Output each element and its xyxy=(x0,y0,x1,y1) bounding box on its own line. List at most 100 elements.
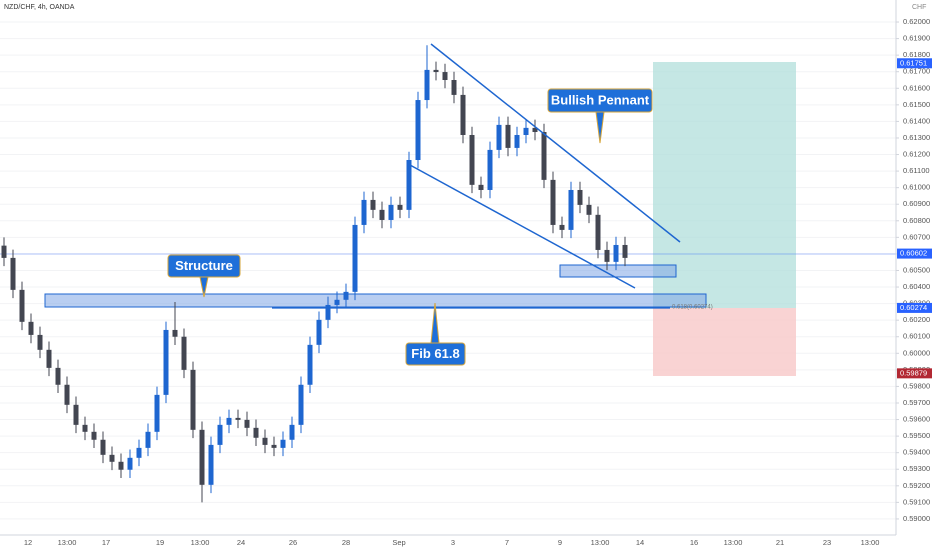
y-tick-label: 0.60100 xyxy=(903,332,930,341)
x-tick-label: 9 xyxy=(558,538,562,547)
price-label-box xyxy=(897,248,932,259)
y-tick-label: 0.60700 xyxy=(903,232,930,241)
x-tick-label: 14 xyxy=(636,538,644,547)
y-tick-label: 0.61400 xyxy=(903,116,930,125)
candle-body xyxy=(172,329,178,337)
candle-body xyxy=(334,299,340,305)
candle-body xyxy=(361,199,367,225)
x-tick-label: 21 xyxy=(776,538,784,547)
candle-body xyxy=(217,424,223,445)
candle-body xyxy=(559,224,565,230)
y-tick-label: 0.59200 xyxy=(903,481,930,490)
x-tick-label: 23 xyxy=(823,538,831,547)
candle-body xyxy=(55,367,61,385)
y-tick-label: 0.61800 xyxy=(903,50,930,59)
candle-body xyxy=(586,204,592,215)
candle-body xyxy=(352,224,358,292)
candle-body xyxy=(37,334,43,350)
callout-text: Fib 61.8 xyxy=(411,346,459,361)
candle-body xyxy=(433,69,439,73)
x-tick-label: 28 xyxy=(342,538,350,547)
candle-body xyxy=(73,404,79,425)
candle-body xyxy=(244,419,250,428)
candle-body xyxy=(145,431,151,448)
pennant-lower xyxy=(409,164,636,289)
y-tick-label: 0.60000 xyxy=(903,348,930,357)
y-tick-label: 0.59100 xyxy=(903,497,930,506)
fib-label: 0.618(0.60274) xyxy=(672,305,713,311)
candle-body xyxy=(235,417,241,420)
candle-body xyxy=(118,461,124,470)
y-tick-label: 0.61000 xyxy=(903,183,930,192)
candle-body xyxy=(82,424,88,432)
x-tick-label: 24 xyxy=(237,538,245,547)
x-tick-label: 3 xyxy=(451,538,455,547)
y-tick-label: 0.59000 xyxy=(903,514,930,523)
candle-body xyxy=(505,124,511,148)
candle-body xyxy=(577,189,583,205)
target-zone xyxy=(653,62,796,308)
y-tick-label: 0.61900 xyxy=(903,34,930,43)
x-tick-label: 13:00 xyxy=(58,538,77,547)
candle-body xyxy=(451,80,457,95)
candle-body xyxy=(523,127,529,135)
callout-box xyxy=(547,88,653,113)
callout: Bullish Pennant xyxy=(547,88,653,144)
x-tick-label: 19 xyxy=(156,538,164,547)
candle-body xyxy=(604,249,610,262)
callout-text: Structure xyxy=(175,258,233,273)
price-axis xyxy=(896,0,932,550)
candle-body xyxy=(316,319,322,345)
price-label-box xyxy=(897,302,932,313)
candle-body xyxy=(181,336,187,370)
callout: Structure xyxy=(167,254,241,298)
candle-body xyxy=(370,199,376,210)
price-label-box xyxy=(897,368,932,379)
time-axis xyxy=(0,535,896,550)
candle-body xyxy=(550,179,556,225)
candle-body xyxy=(28,321,34,335)
candle-body xyxy=(136,447,142,458)
candle-body xyxy=(532,127,538,133)
y-tick-label: 0.61200 xyxy=(903,150,930,159)
y-tick-label: 0.62000 xyxy=(903,17,930,26)
y-tick-label: 0.61300 xyxy=(903,133,930,142)
y-tick-label: 0.60800 xyxy=(903,216,930,225)
candle-body xyxy=(1,245,7,258)
price-label: 0.60602 xyxy=(900,249,927,258)
y-tick-label: 0.59300 xyxy=(903,464,930,473)
candle-body xyxy=(262,437,268,445)
axis-labels: 0.59000 0.59100 0.59200 0.59300 0.59400 0.595… xyxy=(24,17,932,547)
callout: Fib 61.8 xyxy=(405,302,466,366)
y-tick-label: 0.59500 xyxy=(903,431,930,440)
candle-body xyxy=(487,149,493,190)
x-tick-label: Sep xyxy=(392,538,405,547)
y-tick-label: 0.60500 xyxy=(903,265,930,274)
candle-body xyxy=(406,160,412,210)
y-tick-label: 0.61700 xyxy=(903,67,930,76)
candle-body xyxy=(154,394,160,432)
candle-body xyxy=(613,244,619,262)
callout-box xyxy=(167,254,241,278)
symbol-title: NZD/CHF, 4h, OANDA xyxy=(4,4,75,11)
candle-body xyxy=(379,209,385,220)
stop-zone xyxy=(653,308,796,376)
candle-body xyxy=(388,204,394,220)
y-tick-label: 0.59800 xyxy=(903,381,930,390)
y-tick-label: 0.59600 xyxy=(903,415,930,424)
candle-body xyxy=(478,184,484,190)
candle-body xyxy=(397,204,403,210)
candle-body xyxy=(541,132,547,180)
callout-box xyxy=(405,342,466,366)
candle-body xyxy=(91,431,97,440)
candle-body xyxy=(271,444,277,448)
candle-body xyxy=(307,344,313,385)
price-label: 0.60274 xyxy=(900,303,927,312)
currency: CHF xyxy=(912,4,926,11)
candle-body xyxy=(469,134,475,185)
x-tick-label: 26 xyxy=(289,538,297,547)
price-label-box xyxy=(897,58,932,69)
x-tick-label: 7 xyxy=(505,538,509,547)
candle-body xyxy=(163,329,169,395)
candle-body xyxy=(253,427,259,438)
